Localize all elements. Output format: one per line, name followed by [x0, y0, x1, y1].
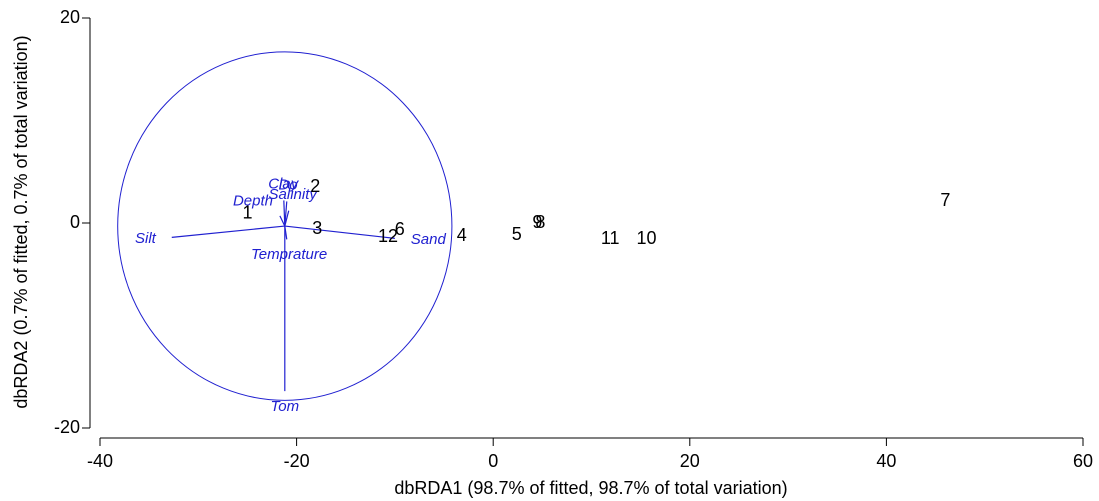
y-tick-label: 0 [70, 212, 80, 232]
vector [284, 210, 290, 227]
sample-label: 9 [532, 212, 542, 232]
sample-label: 11 [601, 228, 620, 248]
sample-label: 10 [637, 228, 657, 248]
x-tick-label: 60 [1073, 451, 1093, 471]
x-tick-label: -40 [87, 451, 113, 471]
sample-label: 7 [940, 190, 950, 210]
sample-label: 3 [312, 218, 322, 238]
vector-label: Tom [270, 398, 299, 415]
sample-label: 8 [535, 212, 545, 232]
x-tick-label: -20 [284, 451, 310, 471]
sample-label: 4 [457, 225, 467, 245]
vector [279, 215, 286, 227]
sample-label: 12 [378, 226, 398, 246]
correlation-circle [117, 51, 453, 401]
vector-label: Clay [268, 175, 300, 192]
vector-label: Do [278, 176, 297, 193]
x-axis-label: dbRDA1 (98.7% of fitted, 98.7% of total … [394, 478, 787, 498]
y-tick-label: -20 [54, 417, 80, 437]
x-tick-label: 20 [680, 451, 700, 471]
y-tick-label: 20 [60, 7, 80, 27]
y-axis-label: dbRDA2 (0.7% of fitted, 0.7% of total va… [11, 35, 31, 408]
vector-label: Salinity [269, 186, 319, 203]
vector-label: Sand [411, 231, 447, 248]
sample-label: 6 [395, 219, 405, 239]
vector [171, 225, 285, 238]
vector [284, 201, 288, 227]
sample-label: 2 [310, 176, 320, 196]
x-tick-label: 0 [488, 451, 498, 471]
vector-label: Temprature [251, 246, 327, 263]
sample-label: 1 [242, 203, 252, 223]
vector-label: Depth [233, 192, 273, 209]
vector-label: Silt [135, 230, 157, 247]
sample-label: 5 [512, 224, 522, 244]
x-tick-label: 40 [876, 451, 896, 471]
vector [284, 225, 395, 239]
